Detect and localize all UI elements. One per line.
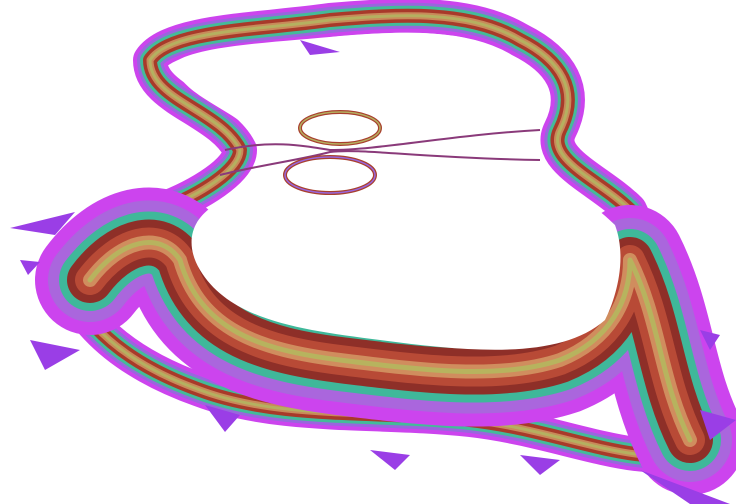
spike	[520, 455, 560, 475]
spike	[30, 340, 80, 370]
page: (() => { const data = JSON.parse(documen…	[0, 0, 736, 504]
spike	[370, 450, 410, 470]
fractal-render	[0, 0, 736, 504]
